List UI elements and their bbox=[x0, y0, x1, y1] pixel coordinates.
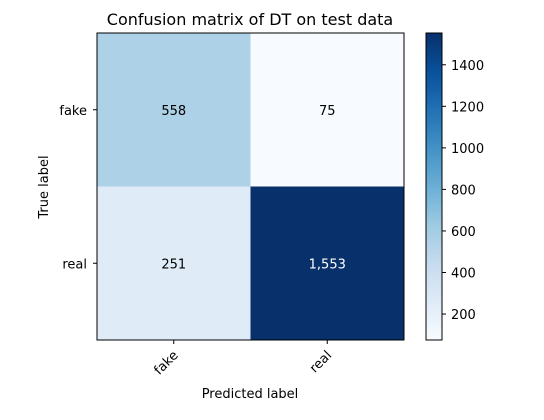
colorbar-tick-label: 800 bbox=[451, 183, 476, 198]
plot-frame bbox=[96, 32, 405, 341]
cell-real-real bbox=[250, 186, 404, 340]
cell-value-label: 75 bbox=[319, 104, 336, 119]
cell-fake-fake bbox=[97, 33, 251, 187]
colorbar-tick-label: 200 bbox=[451, 308, 476, 323]
colorbar-tick-label: 600 bbox=[451, 225, 476, 240]
y-tick-label: real bbox=[62, 257, 87, 272]
colorbar-tick-label: 1200 bbox=[451, 100, 484, 115]
matrix-cell-labels: 558 75 251 1,553 bbox=[161, 104, 346, 273]
colorbar-tick-label: 1400 bbox=[451, 59, 484, 74]
cell-value-label: 1,553 bbox=[309, 257, 346, 272]
colorbar-tick-label: 400 bbox=[451, 266, 476, 281]
x-axis-ticks: fake real bbox=[151, 340, 335, 378]
y-axis-label: True label bbox=[37, 155, 52, 219]
cell-real-fake bbox=[97, 186, 251, 340]
x-axis-label: Predicted label bbox=[202, 387, 299, 402]
colorbar-ticks: 200 400 600 800 1000 1200 1400 bbox=[442, 59, 484, 323]
cell-fake-real bbox=[250, 33, 404, 187]
cell-value-label: 558 bbox=[161, 104, 186, 119]
colorbar-tick-label: 1000 bbox=[451, 142, 484, 157]
chart-title: Confusion matrix of DT on test data bbox=[107, 10, 393, 29]
x-tick-label: real bbox=[307, 348, 335, 376]
matrix-cells bbox=[97, 33, 404, 340]
y-axis-ticks: fake real bbox=[59, 104, 97, 272]
y-tick-label: fake bbox=[59, 104, 87, 119]
x-tick-label: fake bbox=[151, 348, 181, 378]
cell-value-label: 251 bbox=[161, 257, 186, 272]
colorbar bbox=[425, 32, 443, 341]
